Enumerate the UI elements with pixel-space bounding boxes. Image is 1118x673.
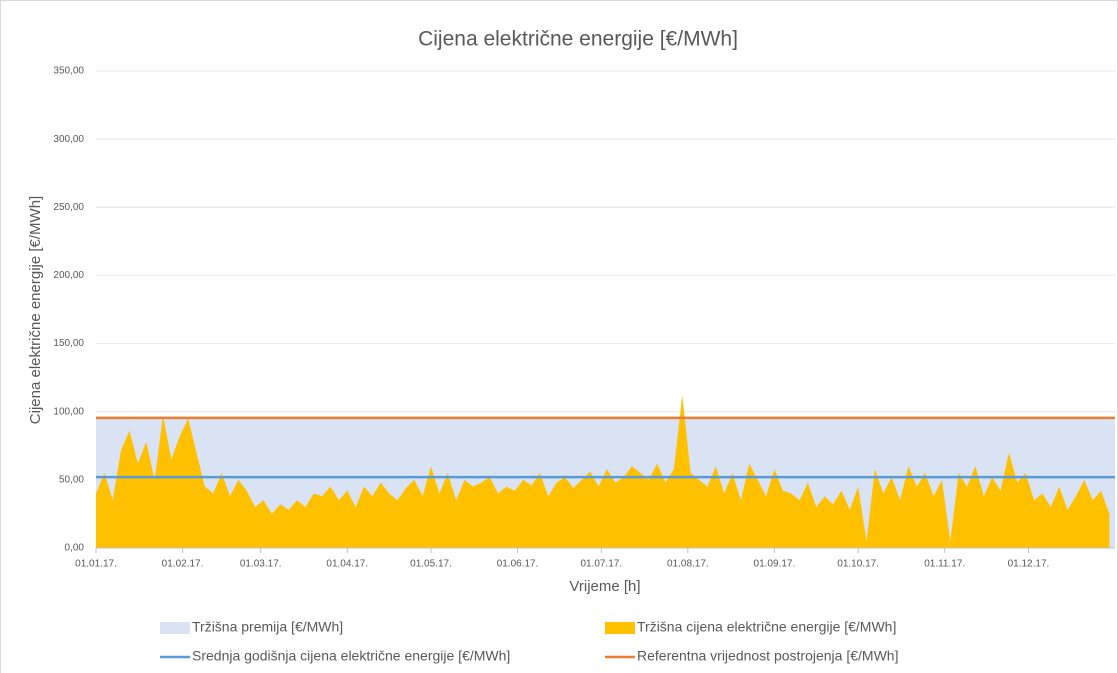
y-tick-label: 350,00: [53, 66, 84, 77]
x-tick-label: 01.02.17.: [162, 559, 204, 570]
y-tick-label: 50,00: [59, 474, 84, 485]
legend-label: Tržišna premija [€/MWh]: [192, 619, 343, 635]
x-tick-label: 01.09.17.: [754, 559, 796, 570]
area: [96, 395, 1110, 548]
y-tick-label: 300,00: [53, 134, 84, 145]
x-tick-label: 01.03.17.: [240, 559, 282, 570]
x-tick-label: 01.12.17.: [1008, 559, 1050, 570]
x-tick-label: 01.11.17.: [924, 559, 965, 570]
y-axis-title: Cijena električne energije [€/MWh]: [27, 196, 44, 424]
y-tick-label: 250,00: [53, 202, 84, 213]
x-tick-label: 01.06.17.: [497, 559, 539, 570]
chart-title: Cijena električne energije [€/MWh]: [418, 28, 738, 51]
legend-swatch: [605, 622, 635, 634]
legend-label: Srednja godišnja cijena električne energ…: [192, 648, 510, 664]
legend-label: Referentna vrijednost postrojenja [€/MWh…: [637, 648, 898, 664]
x-tick-label: 01.08.17.: [667, 559, 709, 570]
y-tick-label: 200,00: [53, 270, 84, 281]
y-tick-label: 100,00: [53, 406, 84, 417]
x-tick-label: 01.04.17.: [326, 559, 368, 570]
y-tick-label: 0,00: [65, 543, 85, 554]
x-tick-label: 01.05.17.: [410, 559, 452, 570]
x-tick-label: 01.10.17.: [837, 559, 879, 570]
legend-swatch: [160, 622, 190, 634]
x-tick-label: 01.01.17.: [75, 559, 117, 570]
x-axis-title: Vrijeme [h]: [569, 578, 640, 595]
legend-label: Tržišna cijena električne energije [€/MW…: [637, 619, 896, 635]
y-tick-label: 150,00: [53, 338, 84, 349]
x-tick-label: 01.07.17.: [580, 559, 622, 570]
